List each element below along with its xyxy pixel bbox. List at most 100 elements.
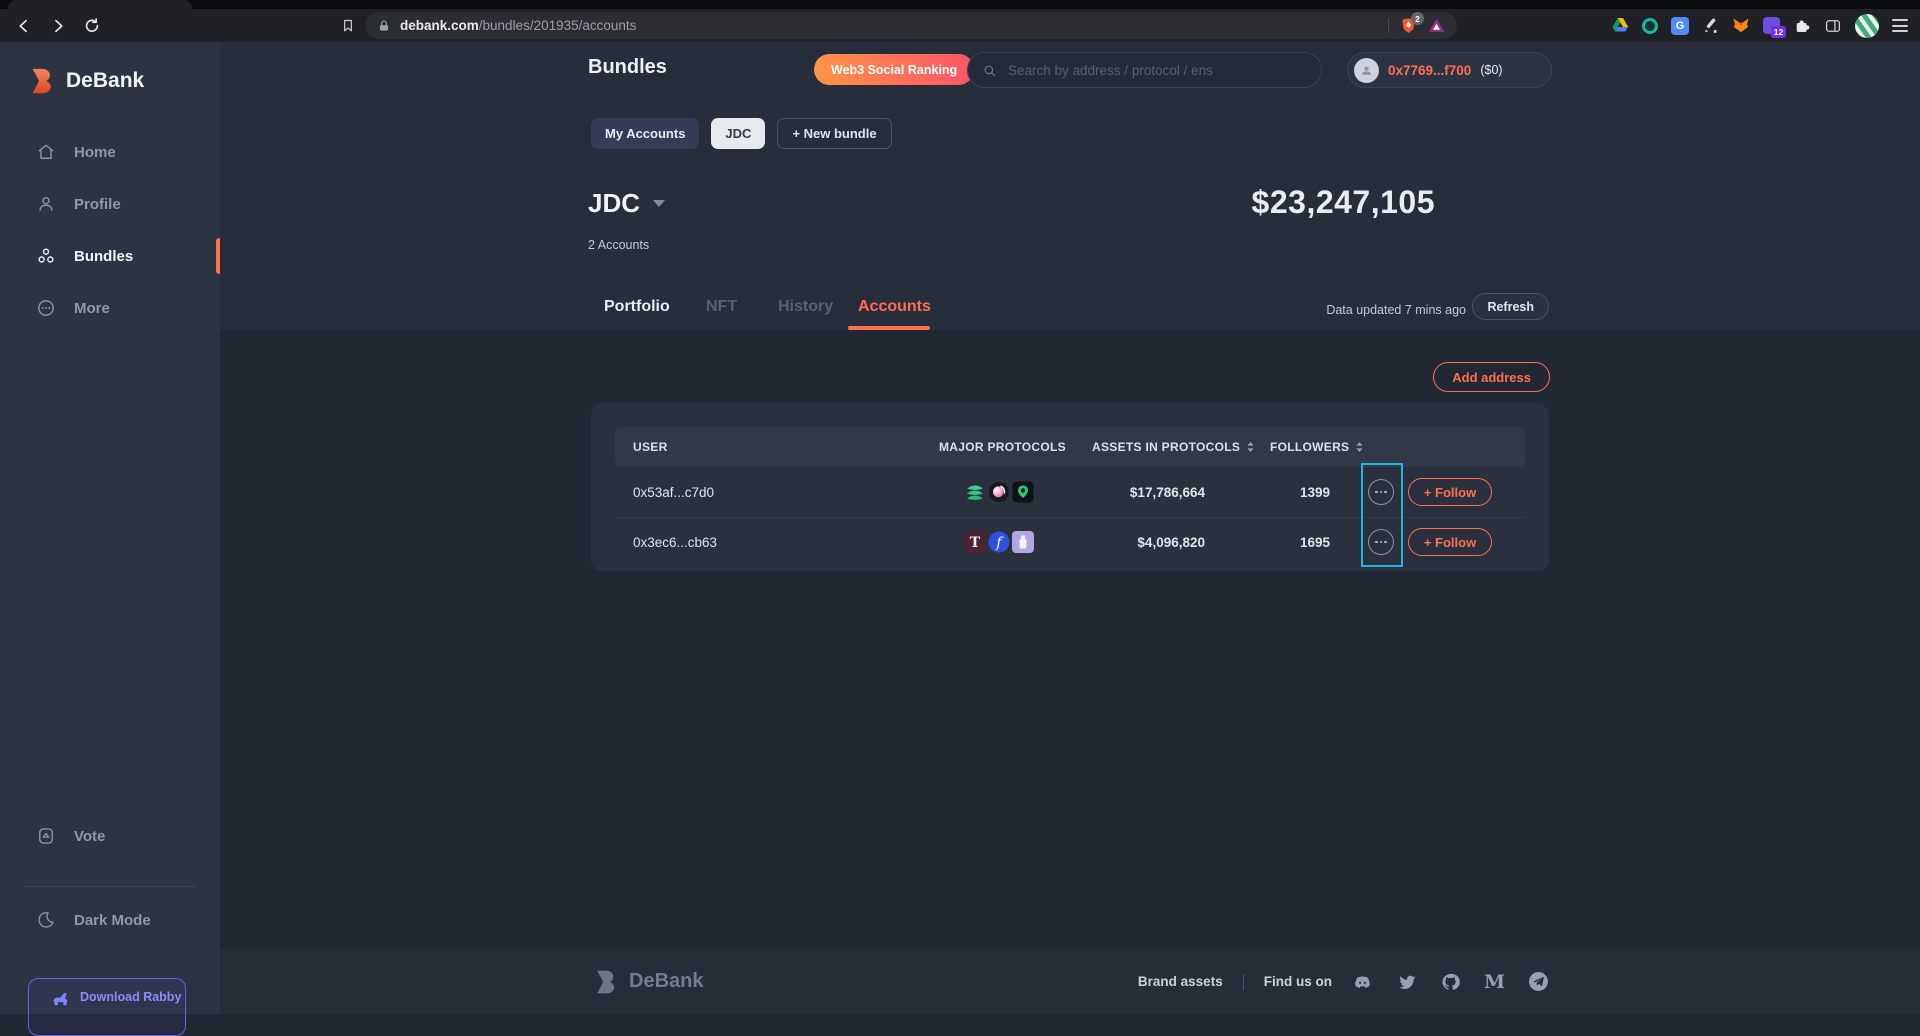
tab-history[interactable]: History — [778, 298, 834, 315]
purple-extension-icon[interactable]: 12 — [1763, 17, 1786, 38]
url-path: /bundles/201935/accounts — [478, 18, 637, 33]
debank-logo[interactable]: DeBank — [26, 66, 144, 96]
table-header: USER MAJOR PROTOCOLS ASSETS IN PROTOCOLS… — [615, 427, 1525, 467]
user-address: 0x53af...c7d0 — [633, 484, 715, 500]
follow-button[interactable]: + Follow — [1408, 478, 1492, 506]
more-options-button[interactable] — [1368, 529, 1394, 555]
sidebar-item-more[interactable]: More — [0, 286, 220, 330]
tab-portfolio[interactable]: Portfolio — [604, 298, 670, 315]
search-input[interactable] — [1006, 61, 1307, 79]
translate-extension-icon[interactable]: G — [1671, 16, 1689, 35]
extensions-puzzle-icon[interactable] — [1793, 17, 1811, 35]
profile-icon — [39, 196, 53, 211]
tab-nft[interactable]: NFT — [706, 298, 738, 315]
bookmark-icon[interactable] — [340, 17, 356, 34]
footer-logo-icon — [597, 970, 615, 993]
refresh-button[interactable]: Refresh — [1472, 293, 1549, 320]
social-icons: M — [1352, 971, 1549, 993]
my-accounts-chip[interactable]: My Accounts — [591, 118, 700, 149]
url-bar[interactable]: debank.com/bundles/201935/accounts 2 — [365, 12, 1457, 39]
footer-debank-logo[interactable]: DeBank — [591, 968, 703, 996]
shield-count-badge: 2 — [1411, 12, 1424, 25]
assets-value: $4,096,820 — [1137, 534, 1205, 550]
twitter-icon[interactable] — [1396, 972, 1417, 992]
sidebar-item-label: Vote — [74, 827, 106, 845]
footer-divider — [1242, 973, 1244, 990]
brave-shield-icon[interactable]: 2 — [1400, 12, 1424, 34]
protocol-icons — [964, 481, 1034, 503]
menu-icon[interactable] — [1892, 19, 1908, 32]
pen-extension-icon[interactable] — [1702, 17, 1719, 34]
footer-brand-name: DeBank — [629, 970, 704, 992]
back-icon[interactable] — [14, 16, 34, 36]
sidebar-item-label: Dark Mode — [74, 911, 151, 929]
bundles-icon — [38, 248, 54, 263]
protocol-icons: T f — [964, 531, 1034, 553]
follow-button[interactable]: + Follow — [1408, 528, 1492, 556]
reload-icon[interactable] — [82, 16, 102, 36]
teal-extension-icon[interactable] — [1642, 17, 1658, 34]
web3-social-ranking-badge[interactable]: Web3 Social Ranking — [814, 54, 975, 85]
medium-icon[interactable]: M — [1483, 970, 1505, 993]
tab-accounts[interactable]: Accounts — [858, 298, 931, 315]
bundle-dropdown-caret-icon — [653, 200, 666, 207]
download-rabby-button[interactable]: Download Rabby — [28, 978, 186, 1036]
extensions-row: G 12 — [1611, 9, 1908, 42]
metamask-icon[interactable] — [1732, 17, 1750, 34]
add-address-button[interactable]: Add address — [1433, 362, 1550, 392]
browser-tab[interactable] — [8, 0, 192, 9]
followers-value: 1399 — [1299, 484, 1330, 500]
more-options-button[interactable] — [1368, 479, 1394, 505]
discord-icon[interactable] — [1352, 972, 1373, 992]
search-icon — [984, 65, 996, 76]
github-icon[interactable] — [1440, 972, 1461, 992]
bat-rewards-icon[interactable] — [1428, 18, 1445, 33]
user-address: 0x3ec6...cb63 — [633, 534, 718, 550]
browser-toolbar: debank.com/bundles/201935/accounts 2 G — [0, 9, 1920, 42]
drive-extension-icon[interactable] — [1611, 17, 1629, 34]
table-row[interactable]: 0x3ec6...cb63 T f $4,096,820 1695 + Foll… — [615, 517, 1525, 567]
bundle-selector-bar: My Accounts JDC + New bundle — [591, 118, 892, 149]
sidebar-item-profile[interactable]: Profile — [0, 182, 220, 226]
profile-avatar[interactable] — [1855, 13, 1879, 38]
wallet-balance: ($0) — [1480, 63, 1503, 77]
sort-icon — [1356, 442, 1364, 452]
bundle-name[interactable]: JDC — [588, 188, 666, 219]
more-icon — [38, 300, 54, 316]
search-bar — [967, 52, 1322, 88]
bottle-protocol-icon — [1012, 531, 1034, 553]
sidebar-item-vote[interactable]: Vote — [0, 814, 220, 858]
column-header-assets[interactable]: ASSETS IN PROTOCOLS — [1092, 427, 1255, 467]
sidebar-item-dark-mode[interactable]: Dark Mode — [0, 898, 220, 942]
wallet-avatar — [1354, 57, 1379, 83]
accounts-count: 2 Accounts — [588, 238, 650, 252]
brand-assets-link[interactable]: Brand assets — [1137, 974, 1223, 989]
column-header-followers[interactable]: FOLLOWERS — [1270, 427, 1364, 467]
t-letter-protocol-icon: T — [964, 531, 986, 553]
svg-text:f: f — [995, 535, 1004, 551]
wallet-chip[interactable]: 0x7769...f700 ($0) — [1347, 52, 1552, 88]
sidebar-panel-icon[interactable] — [1824, 17, 1842, 35]
pink-sphere-protocol-icon — [988, 481, 1010, 503]
download-rabby-label: Download Rabby — [80, 990, 182, 1004]
new-bundle-button[interactable]: + New bundle — [777, 118, 892, 149]
find-us-on-label: Find us on — [1263, 974, 1332, 989]
page-footer: DeBank Brand assets Find us on — [220, 949, 1920, 1014]
column-header-major-protocols: MAJOR PROTOCOLS — [939, 440, 1066, 454]
forward-icon[interactable] — [48, 16, 68, 36]
sidebar-item-home[interactable]: Home — [0, 130, 220, 174]
extension-count-badge: 12 — [1771, 26, 1786, 38]
sidebar: DeBank Home Profile Bundles More Vote Da… — [0, 42, 220, 1036]
bundle-chip-jdc[interactable]: JDC — [711, 118, 766, 149]
selection-highlight — [1361, 463, 1403, 567]
sidebar-divider — [24, 886, 196, 887]
followers-value: 1695 — [1299, 534, 1330, 550]
telegram-icon[interactable] — [1528, 971, 1549, 992]
debank-logo-icon — [32, 68, 51, 94]
green-leaf-protocol-icon — [964, 481, 986, 503]
sidebar-item-bundles[interactable]: Bundles — [0, 234, 220, 278]
main-content: Bundles Web3 Social Ranking 0x7769...f70… — [220, 42, 1920, 1014]
sidebar-item-label: More — [74, 299, 110, 317]
browser-chrome: debank.com/bundles/201935/accounts 2 G — [0, 0, 1920, 42]
table-row[interactable]: 0x53af...c7d0 $17,786,664 1399 + Follow — [615, 467, 1525, 517]
